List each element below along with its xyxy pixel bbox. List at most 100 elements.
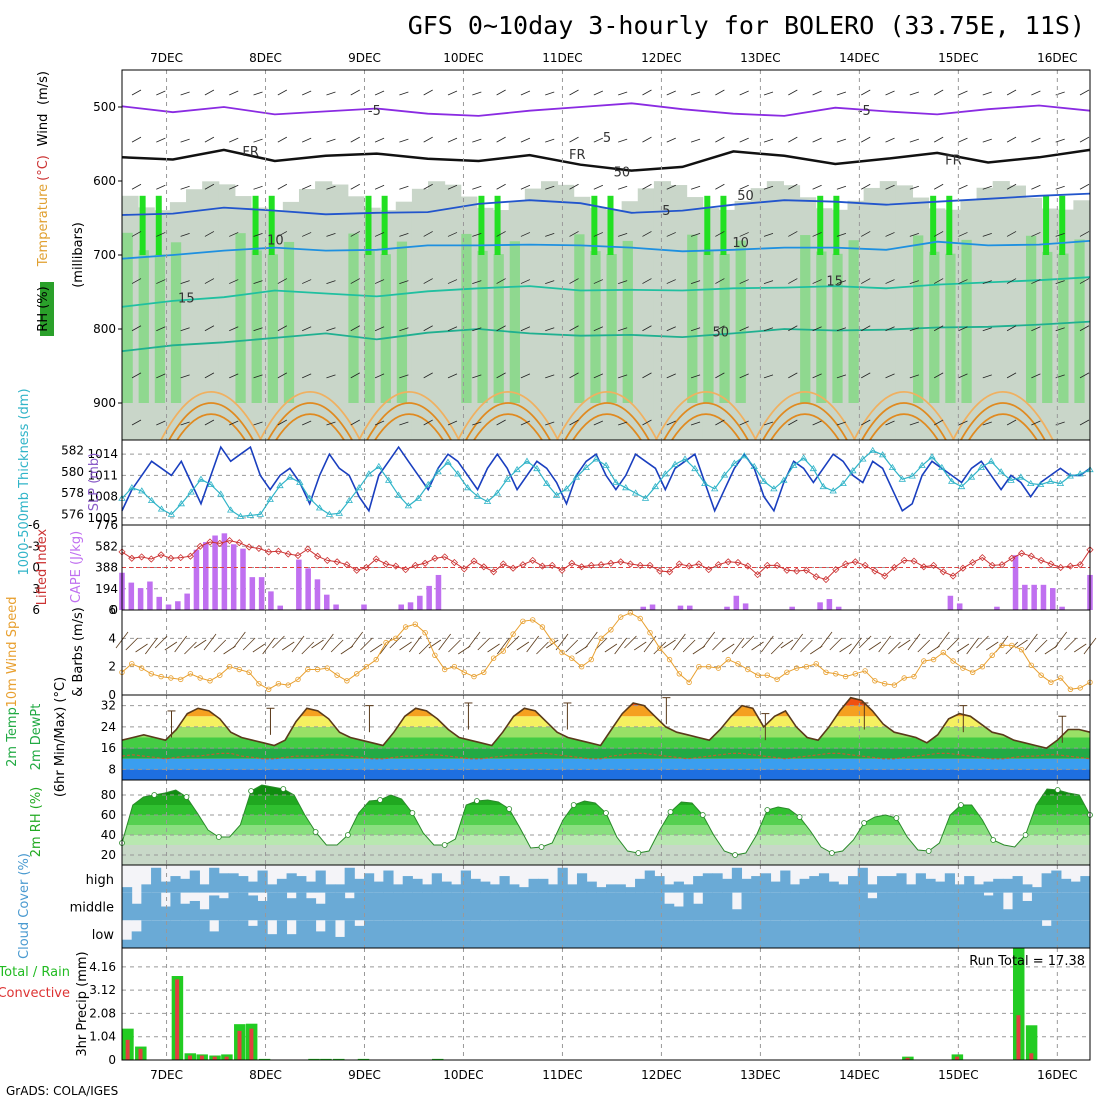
thickness-marker — [286, 473, 294, 480]
wind-barb — [909, 91, 919, 96]
rh-shade — [1025, 235, 1037, 403]
cloud-cell — [383, 892, 394, 921]
rh-marker — [409, 810, 416, 816]
cloud-cell — [828, 892, 839, 921]
bottom-day-label: 13DEC — [740, 1068, 780, 1082]
y-tick-label: 900 — [93, 396, 116, 410]
precip-convective-bar — [955, 1056, 960, 1060]
li-marker — [314, 552, 322, 560]
rh-shade — [895, 185, 914, 440]
cloud-cell — [422, 892, 433, 921]
slp-tick-label: 1005 — [87, 511, 118, 525]
li-marker — [666, 568, 674, 576]
li-marker — [470, 557, 478, 565]
wind-barb — [812, 137, 822, 143]
cloud-cell — [896, 873, 907, 893]
wind-barb — [229, 184, 239, 190]
li-marker — [333, 558, 341, 566]
cloud-cell — [441, 881, 452, 893]
rh-shade — [364, 250, 375, 403]
cloud-cell — [925, 920, 936, 948]
cloud-cell — [654, 920, 665, 948]
thickness-marker — [839, 479, 847, 486]
cloud-cell — [538, 892, 549, 921]
cloud-cell — [344, 867, 355, 893]
rh-shade — [945, 253, 956, 403]
thickness-marker — [404, 502, 413, 509]
wind-barb — [958, 137, 968, 143]
wind-barb — [447, 137, 458, 143]
rh-shade — [879, 181, 897, 440]
thickness-marker — [523, 457, 531, 464]
thickness-marker — [444, 458, 452, 465]
cloud-cell — [935, 881, 946, 893]
li-marker — [529, 556, 537, 564]
wind-barb — [472, 185, 482, 190]
cloud-cell — [528, 892, 539, 921]
cape-bar — [1040, 584, 1047, 610]
li-marker — [411, 561, 419, 569]
cloud-cell — [983, 895, 994, 921]
precip-convective-bar — [237, 1030, 242, 1060]
cloud-cell — [838, 884, 849, 893]
wind-barb — [666, 373, 676, 379]
cloud-cell — [334, 884, 346, 893]
wind-barb — [350, 136, 360, 143]
rh-shade — [493, 254, 504, 403]
wind-barb — [1079, 183, 1090, 190]
wind-barb — [496, 419, 506, 426]
wind-speed-marker — [842, 673, 849, 680]
wind-barb — [888, 641, 901, 655]
wind-barb — [423, 325, 433, 332]
wind-barb — [545, 185, 555, 190]
wind-barb — [569, 325, 579, 332]
wind-barb — [861, 419, 871, 426]
wind-speed-marker — [334, 672, 340, 678]
li-tick-label: 3 — [32, 582, 40, 596]
wind-barb — [836, 374, 847, 379]
cloud-cell — [993, 920, 1004, 948]
cloud-cell — [789, 884, 801, 893]
cloud-cell — [189, 900, 200, 921]
wind-speed-marker — [373, 656, 379, 663]
wind-speed-marker — [666, 656, 673, 663]
precip-tick-label: 0 — [108, 1053, 116, 1067]
wind-barb — [204, 278, 215, 284]
thickness-marker — [631, 489, 640, 496]
low-level-isotherm — [465, 402, 551, 441]
cloud-cell — [576, 920, 588, 948]
thickness-marker — [947, 477, 956, 484]
cloud-cell — [702, 892, 713, 921]
wind-barb — [642, 372, 652, 379]
cape-bar — [296, 559, 302, 610]
rh-marker — [893, 815, 900, 821]
cloud-cell — [780, 920, 791, 948]
cloud-cell — [393, 920, 404, 948]
cloud-cell — [480, 920, 491, 948]
rh-marker — [151, 792, 158, 798]
thickness-marker — [592, 455, 600, 462]
cloud-cell — [364, 920, 375, 948]
rh-shade — [1043, 195, 1050, 255]
wind-barb — [496, 325, 506, 332]
wind-barb — [477, 637, 491, 651]
wind-speed-marker — [813, 661, 819, 667]
wind-barb — [350, 278, 360, 284]
wind-barb — [763, 374, 774, 379]
rh-shade — [1059, 195, 1066, 255]
cloud-cell — [1012, 876, 1023, 893]
wind-barb — [839, 643, 852, 653]
cloud-cell — [877, 876, 888, 893]
wind-barb — [812, 326, 822, 332]
wind-speed-marker — [970, 669, 976, 675]
cloud-cell — [189, 870, 200, 893]
cape-bar — [677, 605, 684, 610]
thickness-marker — [661, 470, 670, 477]
wind-barb — [1079, 372, 1090, 379]
rh-shade — [720, 195, 727, 255]
wind-speed-marker — [872, 678, 878, 684]
thickness-marker — [513, 465, 521, 473]
contour-label: FR — [569, 148, 586, 163]
cloud-cell — [489, 892, 501, 921]
li-marker — [568, 559, 576, 567]
